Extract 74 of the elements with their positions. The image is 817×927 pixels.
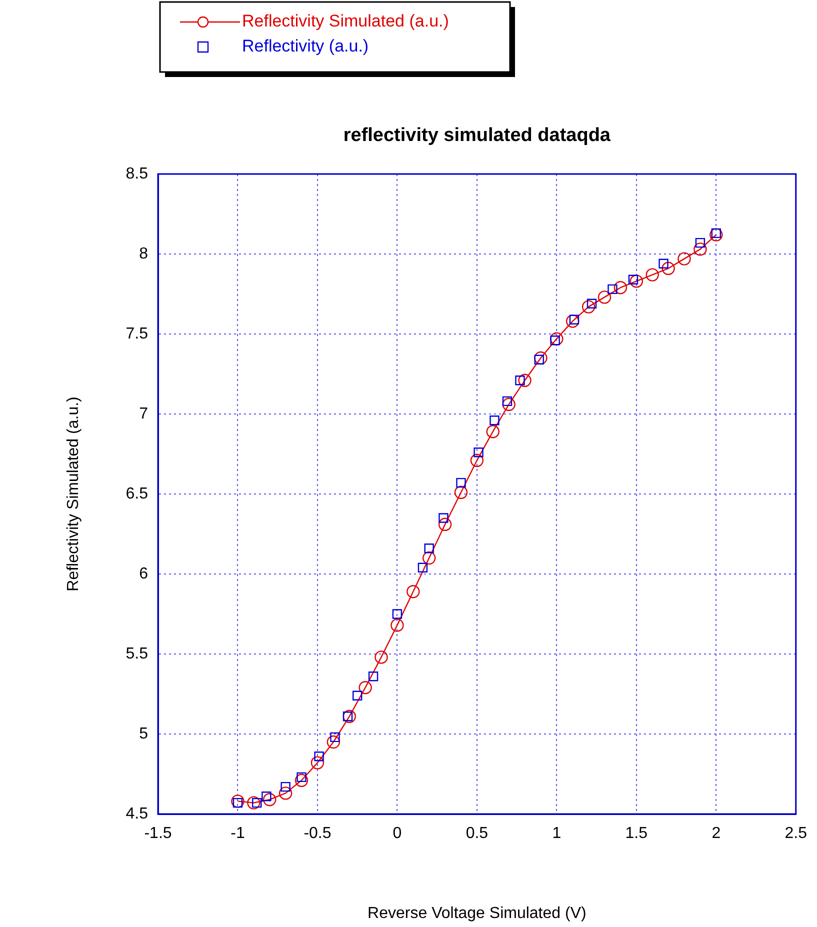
point [314,752,324,762]
point [342,710,356,723]
x-tick-label: 0.5 [466,825,488,842]
point [486,425,500,438]
point [310,756,324,770]
x-tick-label: 1 [552,825,562,842]
point [231,794,244,808]
point [474,448,484,458]
y-tick-label: 8.5 [126,165,148,182]
point [646,268,659,282]
x-tick-label: 2.5 [784,825,808,842]
point [406,585,420,598]
legend-label: Reflectivity Simulated (a.u.) [242,12,449,31]
point [502,398,516,411]
point [566,314,580,328]
point [490,416,500,426]
point [280,782,290,792]
x-tick-label: -0.5 [304,825,332,842]
point [518,374,532,387]
point [711,228,721,238]
y-tick-label: 4.5 [126,805,148,822]
point [294,774,308,787]
point [628,274,638,284]
point [502,396,512,406]
point [392,609,402,619]
point [534,351,548,365]
point [695,238,706,248]
point [598,290,612,304]
chart-title: reflectivity simulated dataqda [343,125,611,146]
point [247,796,260,810]
point [438,518,452,531]
x-tick-label: 0 [392,825,402,842]
y-tick-label: 7.5 [126,325,148,342]
y-tick-label: 5.5 [126,645,148,662]
point [358,681,372,694]
point [424,544,434,554]
point [662,262,675,275]
point [550,332,564,346]
legend-label: Reflectivity (a.u.) [242,36,369,56]
point [252,798,262,808]
x-tick-label: 1.5 [625,825,648,842]
x-tick-label: -1 [230,825,245,842]
point [614,281,628,294]
x-tick-label: -1.5 [144,825,172,842]
point [630,274,644,288]
point [342,712,353,722]
y-tick-label: 5 [139,725,148,742]
point [470,454,484,467]
point [390,618,404,632]
point [608,284,618,294]
point [278,786,292,800]
point [374,650,388,664]
point [694,242,707,256]
point [456,478,466,488]
point [438,513,448,523]
point [326,735,340,749]
point [368,672,378,682]
point [232,798,243,808]
y-tick-label: 6.5 [126,485,148,502]
point [582,300,596,314]
point [263,793,276,806]
point [710,228,723,242]
x-axis-title: Reverse Voltage Simulated (V) [368,904,586,922]
x-tick-label: 2 [712,825,721,842]
point [569,314,580,324]
point [422,551,436,565]
y-tick-label: 8 [139,245,148,262]
y-tick-label: 7 [139,405,148,422]
y-tick-label: 6 [139,565,148,582]
point [678,252,691,266]
point [418,562,428,572]
point [352,690,362,700]
point [454,486,468,499]
y-axis-title: Reflectivity Simulated (a.u.) [65,396,82,592]
